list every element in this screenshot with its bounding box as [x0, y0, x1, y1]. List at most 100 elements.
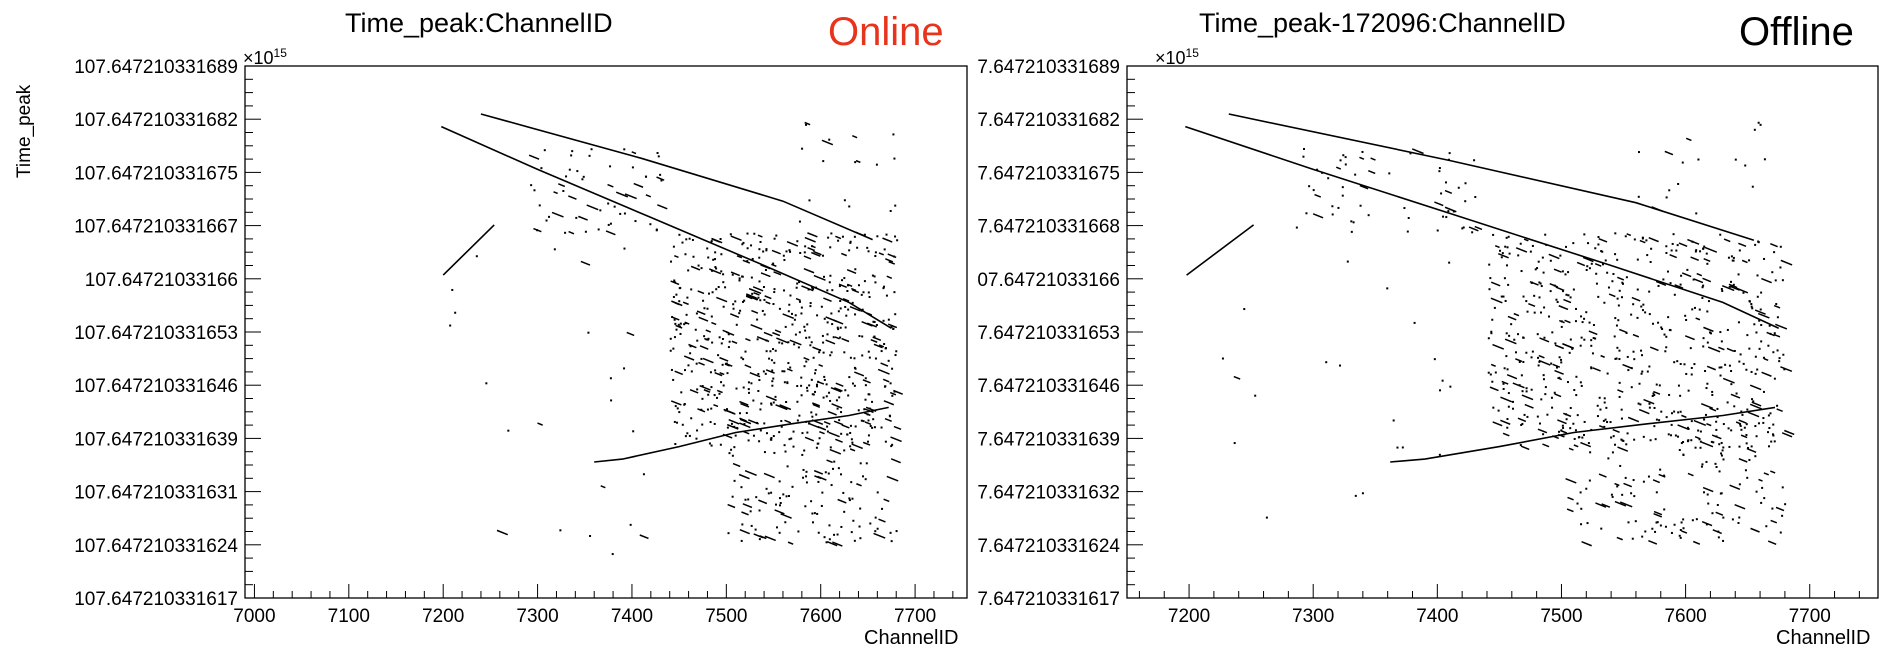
data-point — [1783, 368, 1786, 371]
data-point — [675, 328, 678, 331]
data-point — [683, 355, 695, 361]
data-point — [1707, 346, 1721, 353]
data-point — [739, 418, 752, 425]
data-point — [841, 279, 844, 282]
data-point — [1560, 358, 1563, 361]
data-point — [717, 286, 720, 289]
data-point — [894, 204, 897, 207]
data-point — [1784, 503, 1787, 506]
data-point — [1749, 384, 1762, 391]
data-point — [1638, 382, 1641, 385]
data-point — [613, 205, 616, 208]
data-point — [1757, 121, 1760, 124]
data-point — [1521, 390, 1524, 393]
data-point — [794, 333, 797, 336]
data-point — [1601, 263, 1604, 266]
data-point — [1576, 414, 1579, 417]
data-point — [765, 350, 768, 353]
data-point — [1396, 446, 1399, 449]
data-point — [1728, 283, 1738, 289]
data-point — [1663, 333, 1666, 336]
data-point — [540, 167, 543, 170]
data-point — [817, 380, 820, 383]
data-point — [689, 345, 692, 348]
data-point — [857, 409, 860, 412]
data-point — [761, 309, 764, 312]
data-point — [1703, 258, 1711, 262]
data-point — [779, 404, 792, 411]
data-point — [1344, 163, 1347, 166]
data-point — [714, 251, 717, 254]
data-point — [1716, 416, 1719, 419]
data-point — [677, 323, 680, 326]
data-point — [1610, 436, 1613, 439]
data-point — [763, 472, 775, 479]
data-point — [757, 389, 760, 392]
data-point — [1574, 320, 1577, 323]
data-point — [800, 306, 803, 309]
data-point — [629, 523, 632, 526]
data-point — [1738, 516, 1741, 519]
data-point — [1684, 335, 1695, 341]
data-point — [816, 512, 819, 515]
data-point — [1705, 460, 1708, 463]
data-point — [1539, 311, 1542, 314]
data-point — [672, 347, 675, 350]
data-point — [1773, 440, 1776, 443]
data-point — [1762, 417, 1765, 420]
data-point — [887, 318, 890, 321]
data-point — [825, 339, 836, 345]
data-point — [810, 378, 813, 381]
data-point — [1649, 261, 1652, 264]
data-point — [1440, 192, 1443, 195]
data-point — [1616, 536, 1623, 541]
data-point — [1555, 366, 1558, 369]
data-point — [1505, 236, 1508, 239]
data-point — [1572, 288, 1575, 291]
data-point — [1468, 226, 1479, 232]
data-point — [707, 393, 710, 396]
y-exponent-label: ×1015 — [1155, 46, 1199, 68]
data-point — [752, 286, 764, 292]
data-point — [1461, 227, 1464, 230]
data-point — [1590, 366, 1593, 369]
data-point — [610, 399, 613, 402]
data-point — [1631, 296, 1641, 302]
data-point — [1754, 372, 1757, 375]
data-point — [1562, 412, 1572, 418]
data-point — [684, 435, 687, 438]
data-point — [1762, 356, 1765, 359]
data-point — [738, 279, 741, 282]
data-point — [1670, 531, 1673, 534]
data-point — [739, 422, 751, 429]
data-point — [1737, 321, 1740, 324]
data-point — [830, 484, 833, 487]
data-point — [773, 361, 776, 364]
data-point — [545, 219, 548, 222]
data-point — [1573, 444, 1579, 448]
data-point — [1738, 483, 1741, 486]
data-point — [1714, 462, 1717, 465]
data-point — [1680, 442, 1683, 445]
data-point — [1542, 378, 1545, 381]
data-point — [801, 432, 804, 435]
data-point — [763, 298, 766, 301]
data-point — [839, 326, 842, 329]
data-point — [1755, 331, 1758, 334]
data-point — [860, 419, 863, 422]
data-point — [710, 407, 713, 410]
data-point — [823, 297, 832, 303]
data-point — [774, 503, 777, 506]
data-point — [1768, 324, 1771, 327]
data-point — [1648, 237, 1659, 243]
data-point — [701, 385, 704, 388]
data-point — [747, 381, 750, 384]
data-point — [752, 399, 755, 402]
data-point — [735, 387, 738, 390]
data-point — [1771, 433, 1774, 436]
data-point — [859, 537, 862, 540]
data-point — [1636, 316, 1639, 319]
data-point — [670, 400, 682, 406]
data-point — [720, 270, 723, 273]
data-point — [851, 443, 863, 450]
